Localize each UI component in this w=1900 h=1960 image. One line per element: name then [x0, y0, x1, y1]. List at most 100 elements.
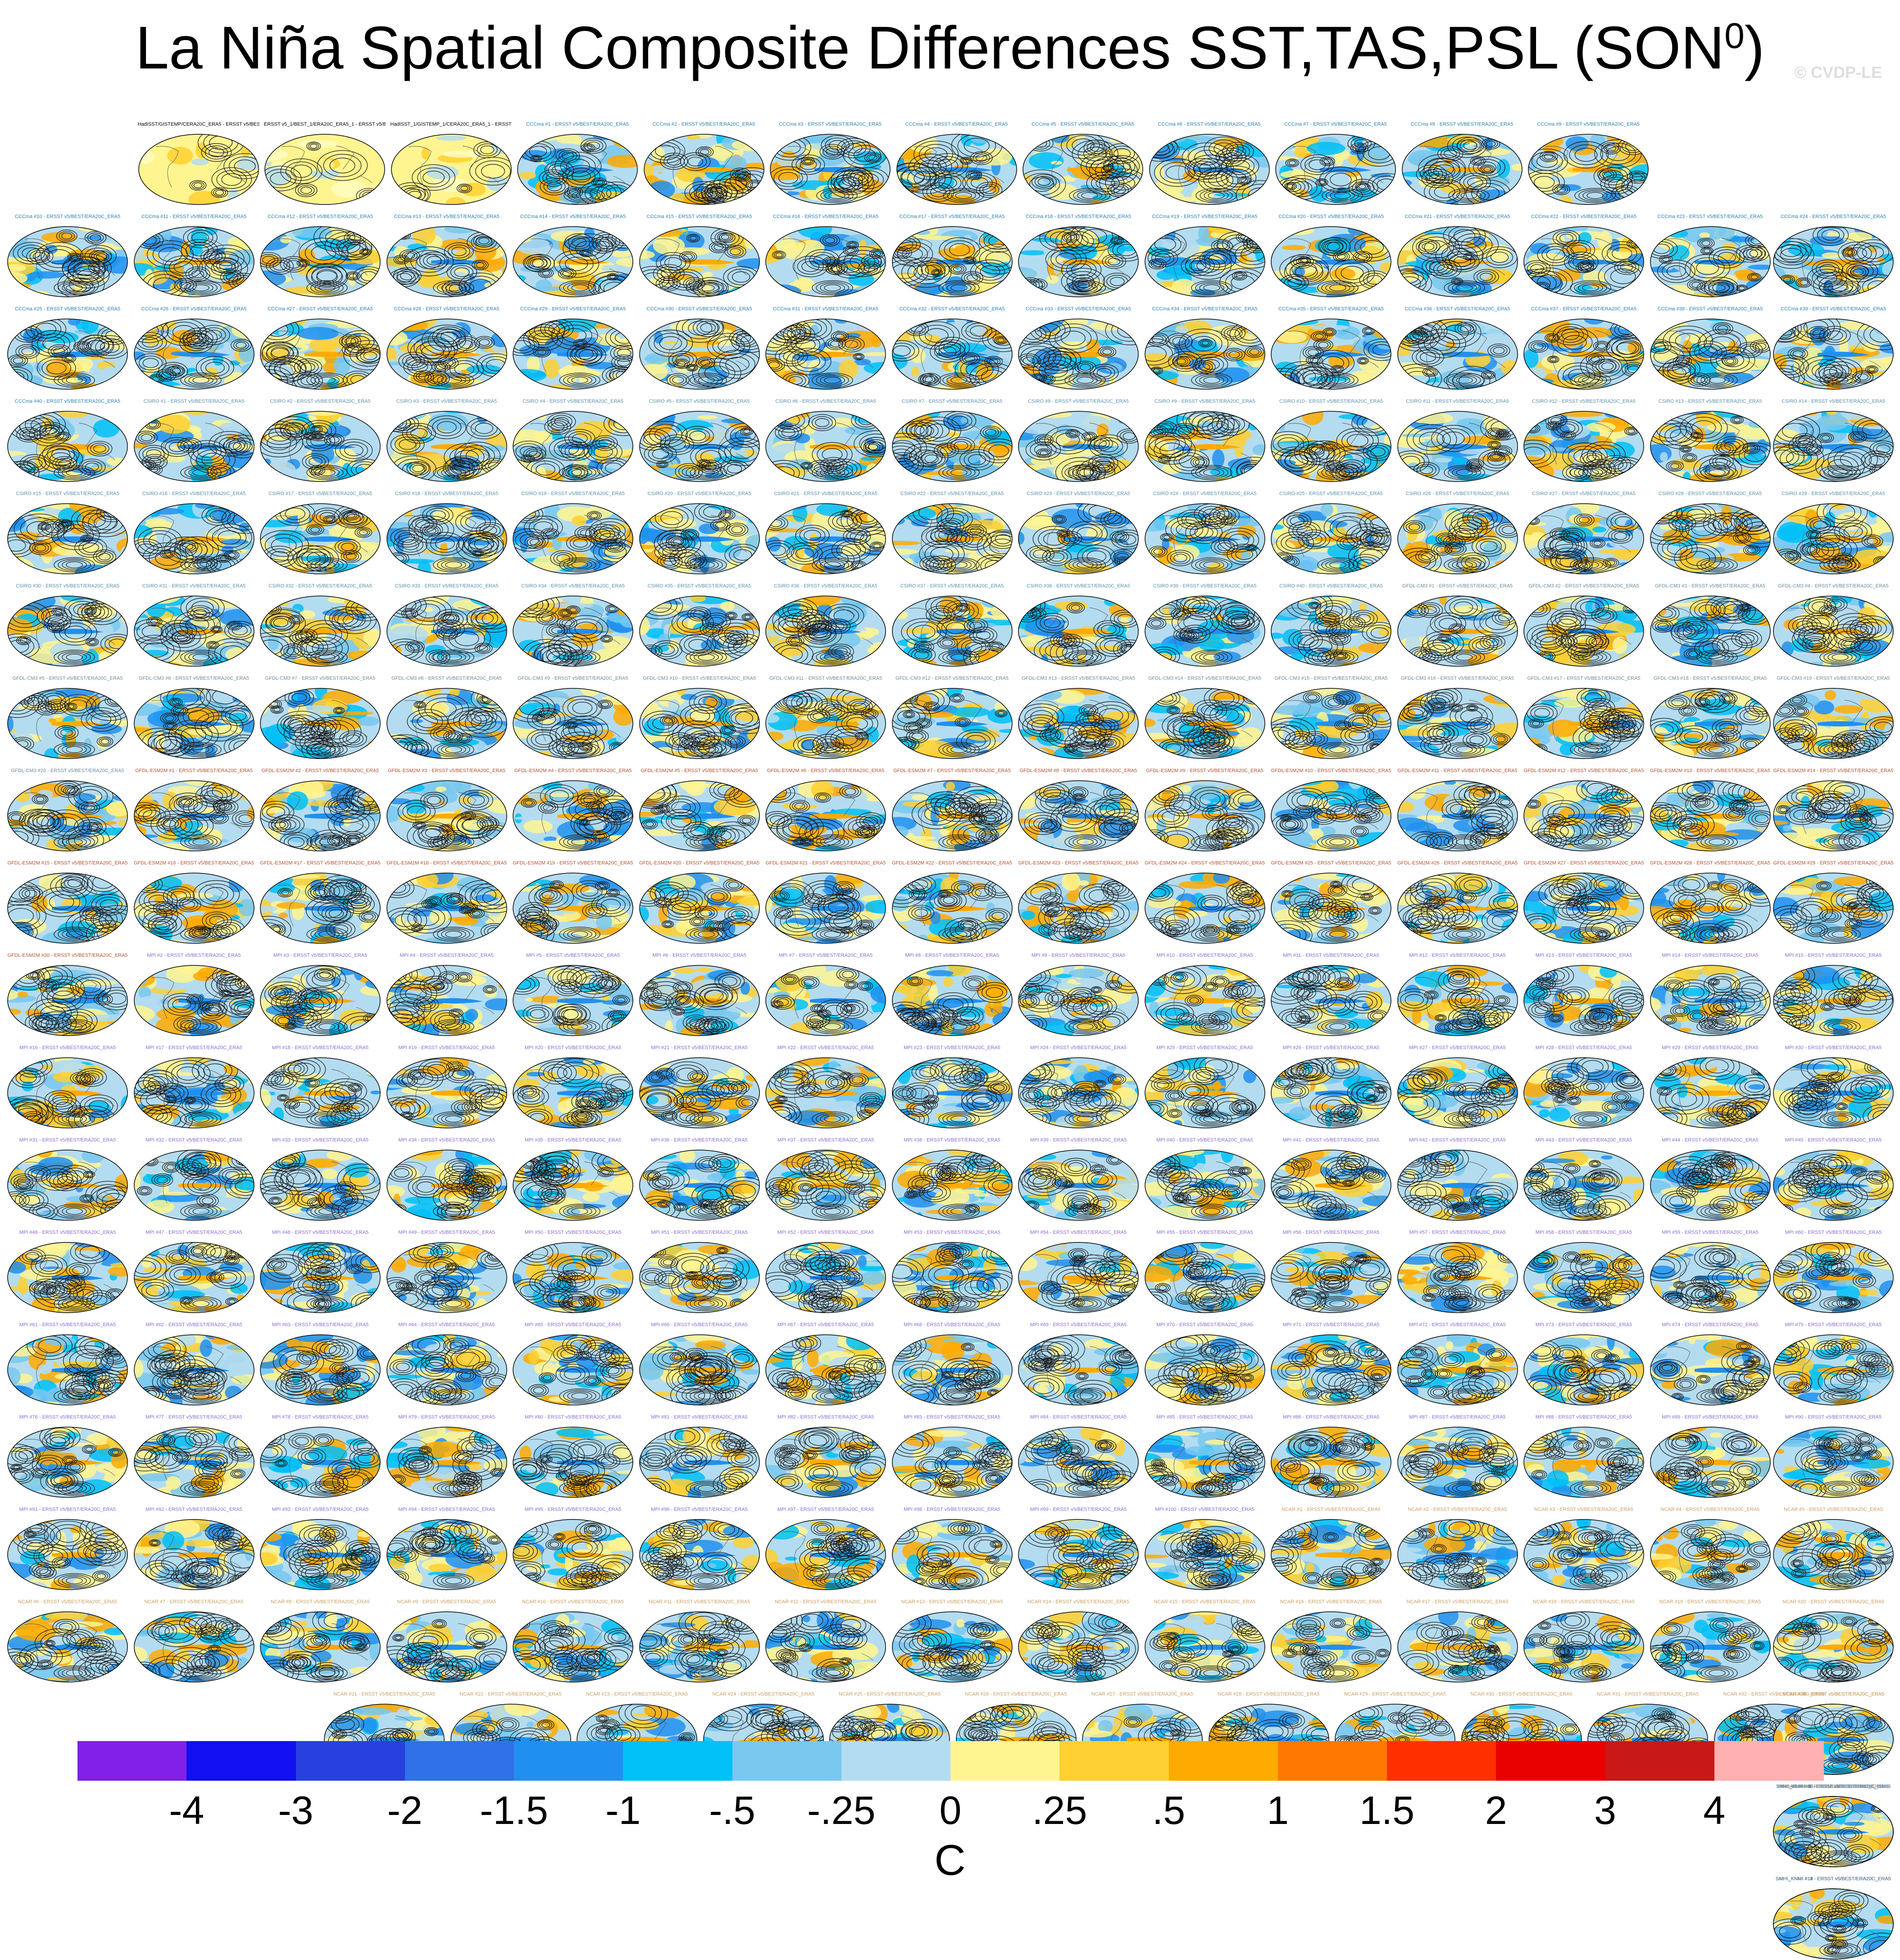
map-panel: CCCma #14 - ERSST v5/BEST/ERA20C_ERA5 [512, 214, 634, 298]
map-panel: MPI #18 - ERSST v5/BEST/ERA20C_ERA5 [259, 1045, 381, 1129]
globe-map [1773, 226, 1894, 298]
map-panel: CCCma #1 - ERSST v5/BEST/ERA20C_ERA5 [517, 122, 638, 205]
map-panel: CCCma #26 - ERSST v5/BEST/ERA20C_ERA5 [133, 306, 255, 390]
panel-title: CSIRO #4 - ERSST v5/BEST/ERA20C_ERA5 [512, 399, 634, 404]
globe-map [1397, 1149, 1518, 1221]
panel-title: NCAR #11 - ERSST v5/BEST/ERA20C_ERA5 [639, 1599, 760, 1605]
colorbar-box [1496, 1741, 1605, 1781]
panel-title: MPI #53 - ERSST v5/BEST/ERA20C_ERA5 [891, 1230, 1013, 1235]
panel-title: GFDL-ESM2M #23 - ERSST v5/BEST/ERA20C_ER… [1018, 860, 1139, 866]
globe-map [259, 1426, 381, 1498]
panel-title: MPI #6 - ERSST v5/BEST/ERA20C_ERA5 [639, 953, 760, 958]
colorbar-box [1059, 1741, 1169, 1781]
map-panel: MPI #27 - ERSST v5/BEST/ERA20C_ERA5 [1397, 1045, 1518, 1129]
map-panel: CCCma #34 - ERSST v5/BEST/ERA20C_ERA5 [1144, 306, 1266, 390]
globe-map [1397, 1057, 1518, 1129]
map-panel: GFDL-ESM2M #11 - ERSST v5/BEST/ERA20C_ER… [1397, 768, 1518, 852]
map-panel: MPI #9 - ERSST v5/BEST/ERA20C_ERA5 [1018, 953, 1139, 1037]
globe-map [1270, 780, 1392, 852]
globe-map [1270, 1334, 1392, 1406]
panel-title: MPI #86 - ERSST v5/BEST/ERA20C_ERA5 [1270, 1414, 1392, 1420]
map-panel: CCCma #8 - ERSST v5/BEST/ERA20C_ERA5 [1401, 122, 1523, 205]
panel-title: CSIRO #28 - ERSST v5/BEST/ERA20C_ERA5 [1650, 491, 1771, 496]
map-panel: MPI #24 - ERSST v5/BEST/ERA20C_ERA5 [1018, 1045, 1139, 1129]
panel-title: NCAR #3 - ERSST v5/BEST/ERA20C_ERA5 [1523, 1507, 1645, 1512]
panel-title: MPI #50 - ERSST v5/BEST/ERA20C_ERA5 [512, 1230, 634, 1235]
map-panel: CCCma #33 - ERSST v5/BEST/ERA20C_ERA5 [1018, 306, 1139, 390]
map-panel: CSIRO #4 - ERSST v5/BEST/ERA20C_ERA5 [512, 399, 634, 482]
globe-map [1397, 595, 1518, 667]
globe-map [1018, 1241, 1139, 1314]
globe-map [891, 410, 1013, 482]
globe-map [1650, 872, 1771, 944]
globe-map [1523, 964, 1645, 1037]
globe-map [1270, 503, 1392, 575]
panel-title: NCAR #35 - ERSST v5/BEST/ERA20C_ERA5 [1773, 1692, 1894, 1697]
map-panel: GFDL-ESM2M #17 - ERSST v5/BEST/ERA20C_ER… [259, 860, 381, 944]
map-panel: SMHI_KNMI #10 - ERSST v5/BEST/ERA20C_ERA… [1773, 1784, 1894, 1868]
panel-title: NCAR #31 - ERSST v5/BEST/ERA20C_ERA5 [1587, 1692, 1709, 1697]
map-panel: MPI #54 - ERSST v5/BEST/ERA20C_ERA5 [1018, 1230, 1139, 1314]
globe-map [259, 1241, 381, 1314]
panel-title: MPI #83 - ERSST v5/BEST/ERA20C_ERA5 [891, 1414, 1013, 1420]
map-panel: MPI #39 - ERSST v5/BEST/ERA20C_ERA5 [1018, 1137, 1139, 1221]
globe-map [765, 1241, 886, 1314]
map-panel: MPI #19 - ERSST v5/BEST/ERA20C_ERA5 [386, 1045, 508, 1129]
map-panel: CCCma #7 - ERSST v5/BEST/ERA20C_ERA5 [1275, 122, 1396, 205]
map-panel: HadISST_1/GISTEMP_1/CERA20C_ERA5_1 - ERS… [391, 122, 512, 205]
globe-map [133, 318, 255, 390]
map-panel: CCCma #6 - ERSST v5/BEST/ERA20C_ERA5 [1149, 122, 1270, 205]
globe-map [639, 1149, 760, 1221]
globe-map [133, 410, 255, 482]
panel-title: MPI #52 - ERSST v5/BEST/ERA20C_ERA5 [765, 1230, 886, 1235]
globe-map [1270, 1426, 1392, 1498]
panel-title: CCCma #18 - ERSST v5/BEST/ERA20C_ERA5 [1018, 214, 1139, 219]
colorbar-box [296, 1741, 405, 1781]
panel-title: MPI #95 - ERSST v5/BEST/ERA20C_ERA5 [512, 1507, 634, 1512]
panel-title: CSIRO #34 - ERSST v5/BEST/ERA20C_ERA5 [512, 583, 634, 589]
map-panel: MPI #50 - ERSST v5/BEST/ERA20C_ERA5 [512, 1230, 634, 1314]
globe-map [386, 1149, 508, 1221]
globe-map [891, 1057, 1013, 1129]
map-panel: MPI #64 - ERSST v5/BEST/ERA20C_ERA5 [386, 1322, 508, 1406]
panel-title: MPI #66 - ERSST v5/BEST/ERA20C_ERA5 [639, 1322, 760, 1328]
globe-map [1397, 780, 1518, 852]
map-panel: ERSST v5_1/BEST_1/ERA20C_ERA5_1 - ERSST … [264, 122, 386, 205]
panel-title: MPI #76 - ERSST v5/BEST/ERA20C_ERA5 [7, 1414, 128, 1420]
globe-map [1022, 133, 1144, 205]
map-panel: GFDL-CM3 #9 - ERSST v5/BEST/ERA20C_ERA5 [512, 676, 634, 759]
map-panel: GFDL-ESM2M #9 - ERSST v5/BEST/ERA20C_ERA… [1144, 768, 1266, 852]
map-panel: CCCma #40 - ERSST v5/BEST/ERA20C_ERA5 [7, 399, 128, 482]
globe-map [1397, 687, 1518, 759]
map-panel: MPI #82 - ERSST v5/BEST/ERA20C_ERA5 [765, 1414, 886, 1498]
panel-title: CSIRO #1 - ERSST v5/BEST/ERA20C_ERA5 [133, 399, 255, 404]
globe-map [259, 503, 381, 575]
panel-title: CCCma #29 - ERSST v5/BEST/ERA20C_ERA5 [512, 306, 634, 312]
globe-map [639, 1334, 760, 1406]
map-panel: CSIRO #27 - ERSST v5/BEST/ERA20C_ERA5 [1523, 491, 1645, 575]
map-panel: CSIRO #5 - ERSST v5/BEST/ERA20C_ERA5 [639, 399, 760, 482]
globe-map [639, 872, 760, 944]
globe-map [259, 226, 381, 298]
panel-title: GFDL-ESM2M #4 - ERSST v5/BEST/ERA20C_ERA… [512, 768, 634, 773]
panel-title: MPI #75 - ERSST v5/BEST/ERA20C_ERA5 [1773, 1322, 1894, 1328]
map-panel: MPI #53 - ERSST v5/BEST/ERA20C_ERA5 [891, 1230, 1013, 1314]
map-panel: MPI #67 - ERSST v5/BEST/ERA20C_ERA5 [765, 1322, 886, 1406]
panel-title: CCCma #19 - ERSST v5/BEST/ERA20C_ERA5 [1144, 214, 1266, 219]
globe-map [1773, 1241, 1894, 1314]
panel-title: MPI #21 - ERSST v5/BEST/ERA20C_ERA5 [639, 1045, 760, 1050]
map-panel: CCCma #30 - ERSST v5/BEST/ERA20C_ERA5 [639, 306, 760, 390]
map-panel: MPI #48 - ERSST v5/BEST/ERA20C_ERA5 [259, 1230, 381, 1314]
panel-title: NCAR #2 - ERSST v5/BEST/ERA20C_ERA5 [1397, 1507, 1518, 1512]
panel-title: GFDL-ESM2M #11 - ERSST v5/BEST/ERA20C_ER… [1397, 768, 1518, 773]
globe-map [891, 595, 1013, 667]
globe-map [1018, 872, 1139, 944]
map-panel: MPI #66 - ERSST v5/BEST/ERA20C_ERA5 [639, 1322, 760, 1406]
panel-title: MPI #20 - ERSST v5/BEST/ERA20C_ERA5 [512, 1045, 634, 1050]
globe-map [133, 1426, 255, 1498]
map-panel: CCCma #15 - ERSST v5/BEST/ERA20C_ERA5 [639, 214, 760, 298]
globe-map [7, 1519, 128, 1591]
globe-map [891, 872, 1013, 944]
panel-title: GFDL-ESM2M #9 - ERSST v5/BEST/ERA20C_ERA… [1144, 768, 1266, 773]
globe-map [1397, 1334, 1518, 1406]
